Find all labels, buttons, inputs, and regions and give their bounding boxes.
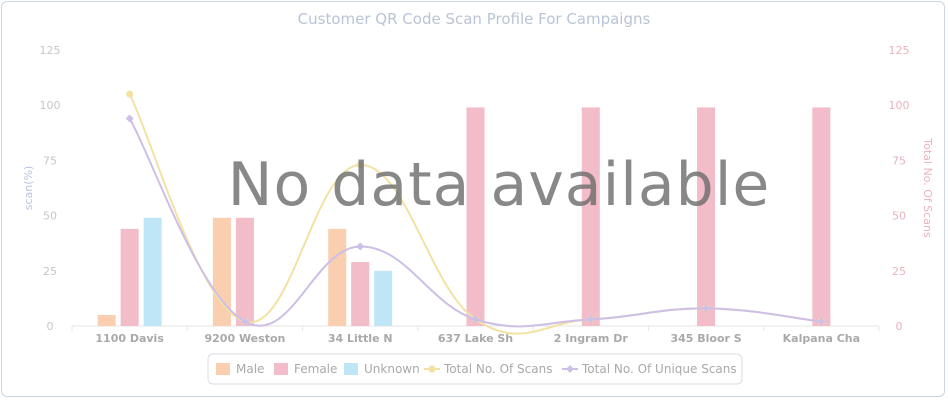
y-axis-left-tick-label: 125 <box>40 44 61 57</box>
point-unique-scans[interactable] <box>817 317 826 326</box>
y-axis-right-tick-label: 25 <box>892 265 906 278</box>
bar-female[interactable] <box>466 107 485 327</box>
legend[interactable]: Male Female Unknown Total No. Of Scans Total… <box>207 353 743 385</box>
bar-female[interactable] <box>235 217 254 326</box>
bar-male[interactable] <box>328 228 347 326</box>
legend-box <box>207 353 743 385</box>
x-axis-tick-label: 34 Little N <box>328 332 393 345</box>
lines <box>125 90 826 335</box>
y-axis-right-tick-label: 75 <box>892 154 906 167</box>
y-axis-right-title: Total No. Of Scans <box>921 137 934 238</box>
point-unique-scans[interactable] <box>702 304 711 313</box>
legend-label[interactable]: Female <box>294 362 337 376</box>
y-axis-left-title: scan(%) <box>22 166 35 211</box>
x-axis-tick-label: 1100 Davis <box>95 332 164 345</box>
y-axis-right-tick-label: 100 <box>889 99 910 112</box>
point-unique-scans[interactable] <box>471 315 480 324</box>
point-total-scans[interactable] <box>126 90 134 98</box>
axes: 0 0 25 25 50 50 75 75 100 100 125 125 scan(%) Total N… <box>22 44 934 345</box>
bar-male[interactable] <box>97 314 116 326</box>
bar-female[interactable] <box>697 107 716 327</box>
y-axis-right-tick-label: 50 <box>892 210 906 223</box>
legend-swatch[interactable] <box>344 363 358 375</box>
legend-label[interactable]: Total No. Of Scans <box>443 362 553 376</box>
x-axis-tick-label: 9200 Weston <box>205 332 286 345</box>
no-data-message: No data available <box>227 150 771 220</box>
point-unique-scans[interactable] <box>125 114 134 123</box>
bar-female[interactable] <box>120 228 139 326</box>
y-axis-left-tick-label: 100 <box>40 99 61 112</box>
bar-unknown[interactable] <box>374 270 393 326</box>
x-axis-tick-label: 345 Bloor S <box>670 332 741 345</box>
y-axis-left-tick-label: 25 <box>43 265 57 278</box>
point-unique-scans[interactable] <box>240 317 249 326</box>
bars <box>97 107 831 327</box>
legend-label[interactable]: Unknown <box>364 362 420 376</box>
y-axis-left-tick-label: 0 <box>47 320 54 333</box>
y-axis-right-tick-label: 0 <box>896 320 903 333</box>
y-axis-right-tick-label: 125 <box>889 44 910 57</box>
point-total-scans[interactable] <box>356 161 364 169</box>
y-axis-left-tick-label: 75 <box>43 154 57 167</box>
y-axis-left-tick-label: 50 <box>43 210 57 223</box>
x-axis-tick-label: Kalpana Cha <box>783 332 860 345</box>
legend-marker[interactable] <box>566 365 574 373</box>
point-unique-scans[interactable] <box>586 315 595 324</box>
legend-swatch[interactable] <box>216 363 230 375</box>
legend-marker[interactable] <box>428 365 436 373</box>
bar-male[interactable] <box>212 217 231 326</box>
bar-female[interactable] <box>812 107 831 327</box>
chart-title: Customer QR Code Scan Profile For Campai… <box>298 10 651 28</box>
x-axis-tick-label: 2 Ingram Dr <box>554 332 629 345</box>
line-unique-scans <box>128 117 822 328</box>
bar-unknown[interactable] <box>143 217 162 326</box>
legend-label[interactable]: Total No. Of Unique Scans <box>581 362 737 376</box>
point-unique-scans[interactable] <box>356 242 365 251</box>
bar-female[interactable] <box>581 107 600 327</box>
legend-swatch[interactable] <box>274 363 288 375</box>
bar-female[interactable] <box>351 261 370 326</box>
x-axis-tick-label: 637 Lake Sh <box>438 332 513 345</box>
legend-label[interactable]: Male <box>236 362 264 376</box>
